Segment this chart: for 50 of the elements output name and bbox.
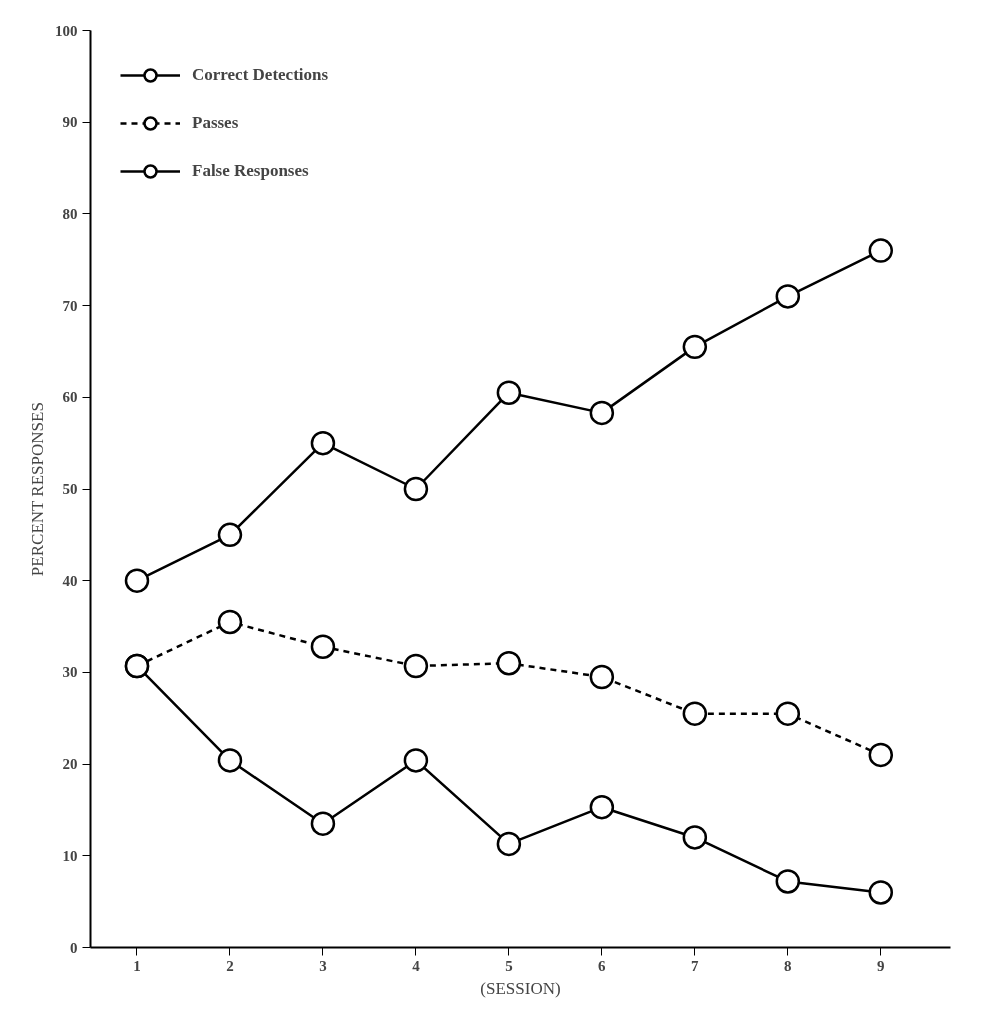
x-tick-label: 9 — [877, 957, 885, 974]
y-tick-label: 50 — [62, 481, 78, 497]
x-tick-label: 5 — [505, 957, 513, 974]
x-axis-title: (SESSION) — [480, 978, 561, 998]
y-tick-label: 0 — [70, 939, 78, 956]
y-tick-label: 70 — [62, 297, 78, 314]
y-tick-label: 30 — [62, 664, 78, 681]
point — [868, 742, 894, 768]
point — [496, 380, 522, 405]
x-tick-label: 8 — [784, 957, 792, 974]
point — [775, 869, 801, 894]
point — [217, 748, 243, 773]
y-tick-label: 100 — [55, 22, 78, 39]
point — [868, 880, 894, 905]
x-tick-label: 6 — [598, 957, 607, 974]
point — [124, 568, 150, 593]
x-tick-label: 4 — [412, 957, 421, 974]
point — [775, 701, 801, 726]
point — [217, 609, 243, 635]
point — [868, 238, 894, 263]
point — [682, 825, 708, 850]
point — [589, 794, 615, 820]
x-tick-label: 1 — [133, 957, 141, 974]
y-tick-label: 80 — [62, 205, 78, 222]
x-tick-label: 2 — [226, 957, 234, 974]
y-tick-label: 10 — [62, 847, 78, 864]
point — [589, 400, 615, 426]
point — [589, 664, 615, 690]
x-tick-label: 3 — [319, 957, 327, 974]
point — [403, 748, 429, 773]
point — [403, 476, 429, 502]
x-tick-label: 7 — [691, 957, 700, 974]
legend-label: False Responses — [192, 161, 309, 181]
point — [310, 634, 336, 659]
point — [310, 430, 336, 456]
point — [682, 334, 708, 360]
y-axis-title: PERCENT RESPONSES — [28, 402, 47, 577]
legend-label: Passes — [192, 113, 239, 133]
point — [775, 284, 801, 309]
point — [310, 811, 336, 836]
point — [682, 701, 708, 726]
y-tick-label: 40 — [62, 572, 78, 589]
point — [496, 651, 522, 676]
point — [403, 653, 429, 679]
point — [217, 522, 243, 548]
point — [496, 831, 522, 857]
y-tick-label: 90 — [62, 114, 78, 131]
legend-label: Correct Detections — [192, 65, 329, 85]
y-tick-label: 60 — [62, 389, 78, 406]
y-tick-label: 20 — [62, 756, 78, 773]
